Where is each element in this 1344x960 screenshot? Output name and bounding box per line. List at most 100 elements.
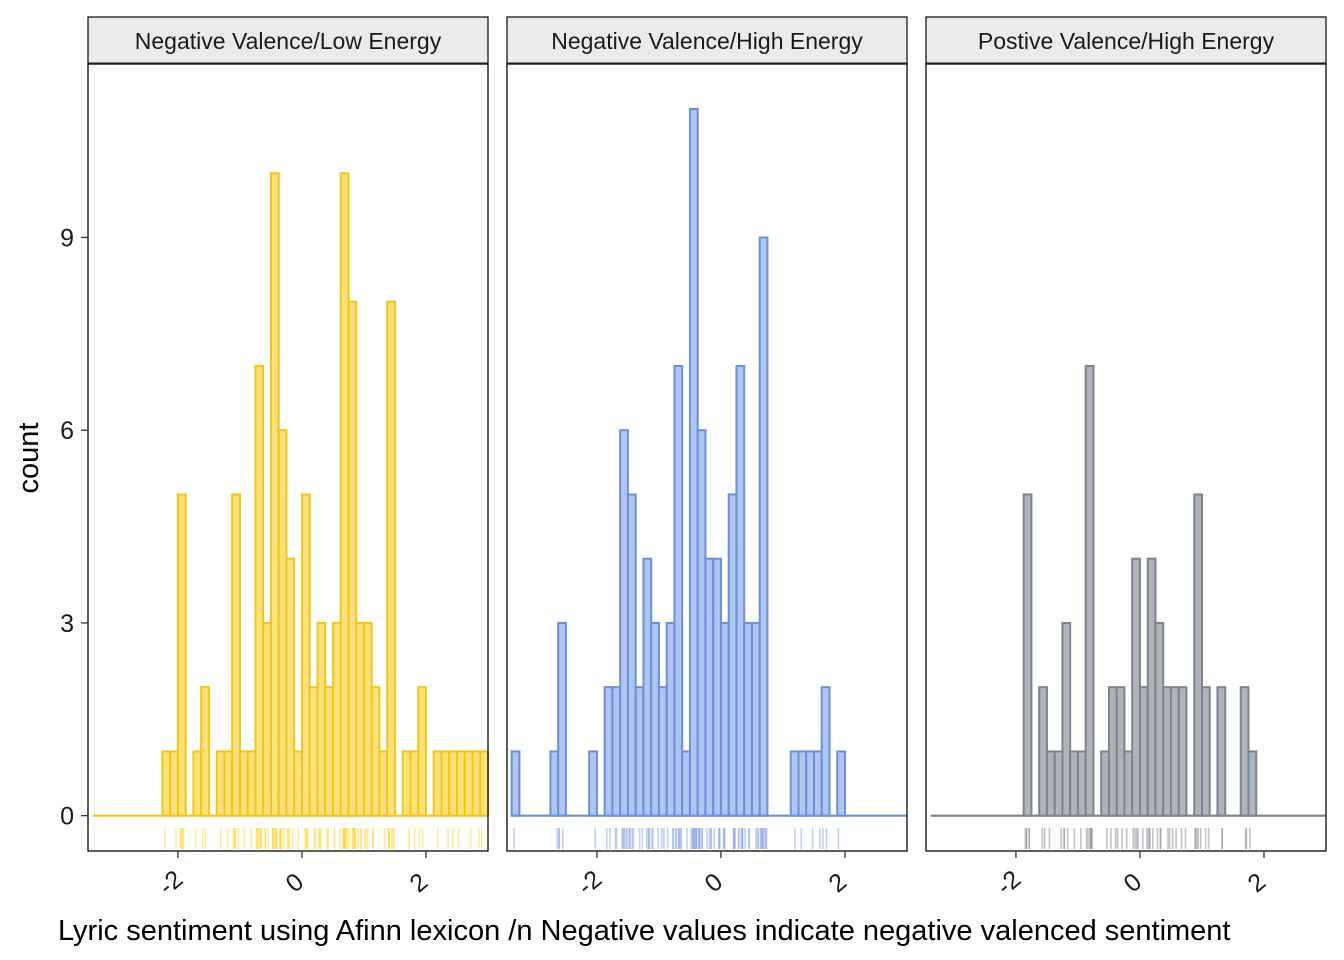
histogram-bar <box>331 621 342 817</box>
histogram-bar <box>805 750 815 817</box>
facet-strip <box>506 16 908 65</box>
panel: Postive Valence/High Energy -2 0 2 <box>925 16 1327 901</box>
histogram-bar <box>300 493 311 817</box>
histogram-bar <box>642 557 653 817</box>
histogram-bar <box>1084 364 1095 817</box>
histogram-bar <box>1216 686 1227 817</box>
histogram-bar <box>797 750 808 817</box>
histogram-bar <box>758 236 769 817</box>
histogram-bar <box>355 621 365 817</box>
panel-border <box>925 63 1327 852</box>
histogram-bar <box>401 750 412 817</box>
histogram-bar <box>463 750 474 817</box>
histogram-bar <box>1247 750 1258 817</box>
histogram-bar <box>1022 493 1033 817</box>
y-tick-label: 9 <box>60 224 74 252</box>
histogram-bar <box>1045 750 1056 817</box>
histogram-bar <box>362 621 373 817</box>
histogram-bar <box>1162 686 1172 817</box>
histogram-bar <box>223 750 234 817</box>
panel-background <box>926 64 1326 851</box>
histogram-bar <box>440 750 451 817</box>
histogram-bar <box>1100 750 1110 817</box>
histogram-bar <box>812 750 823 817</box>
histogram-bar <box>448 750 458 817</box>
x-tick-label: -2 <box>991 865 1026 901</box>
x-tick-label: -2 <box>153 865 188 901</box>
histogram-bar <box>557 621 567 817</box>
histogram-bar <box>254 364 265 817</box>
histogram-bar <box>1053 750 1064 817</box>
histogram-bar <box>789 750 800 817</box>
y-tick-label: 6 <box>60 417 74 445</box>
x-tick-label: 2 <box>1243 868 1272 898</box>
histogram-bar <box>719 621 730 817</box>
y-tick-label: 0 <box>60 803 74 831</box>
histogram-bar <box>743 621 753 817</box>
histogram-bar <box>665 621 676 817</box>
histogram-bar <box>215 750 226 817</box>
facet-strip-label: Negative Valence/Low Energy <box>135 28 442 54</box>
histogram-bar <box>1038 686 1048 817</box>
rug <box>513 828 840 849</box>
histogram-bar <box>238 750 249 817</box>
facet-strip <box>925 16 1327 65</box>
histogram-bar <box>1069 750 1079 817</box>
histogram-bar <box>161 750 172 817</box>
histogram-bar <box>510 750 521 817</box>
histogram-bar <box>1200 686 1211 817</box>
histogram-bar <box>712 557 722 817</box>
panels-layer: Negative Valence/Low Energy-2 0 2Negative … <box>87 16 1327 901</box>
histogram-bar <box>626 493 637 817</box>
histogram-bar <box>176 493 187 817</box>
histogram-bar <box>735 364 746 817</box>
x-tick-label: 0 <box>1118 868 1147 898</box>
histogram-bar <box>277 429 288 817</box>
histogram-bar <box>1193 493 1203 817</box>
histogram-bar <box>246 750 257 817</box>
histogram-bar <box>455 750 466 817</box>
histogram-bar <box>1177 686 1188 817</box>
histogram-bar <box>192 750 203 817</box>
histogram-bar <box>285 557 296 817</box>
histogram-bar <box>316 621 327 817</box>
x-tick-label: 2 <box>405 868 434 898</box>
panel: Negative Valence/Low Energy -2 0 2 <box>87 16 489 901</box>
histogram-bar <box>324 686 334 817</box>
histogram-bar <box>611 686 622 817</box>
histogram-bar <box>696 429 707 817</box>
histogram-bar <box>1154 621 1165 817</box>
y-tick-label: 3 <box>60 610 74 638</box>
histogram-bar <box>1138 686 1149 817</box>
histogram-bar <box>750 621 761 817</box>
histogram-bar <box>1061 621 1072 817</box>
histogram-bar <box>231 493 241 817</box>
x-tick-label: 0 <box>699 868 728 898</box>
y-axis-title: count <box>13 423 45 494</box>
x-tick-label: 0 <box>280 868 309 898</box>
histogram-bar <box>471 750 482 817</box>
histogram-bar <box>200 686 210 817</box>
histogram-bar <box>634 686 645 817</box>
histogram-bar <box>293 750 303 817</box>
facet-strip <box>87 16 489 65</box>
histogram-bar <box>1123 750 1134 817</box>
x-tick-label: -2 <box>572 865 607 901</box>
histogram-bar <box>727 493 738 817</box>
histogram-bar <box>479 750 489 817</box>
panel: Negative Valence/High Energy -2 0 2 <box>506 16 908 901</box>
histogram-bar <box>347 300 358 817</box>
histogram-bar <box>1239 686 1250 817</box>
histogram-bar <box>1131 557 1141 817</box>
histogram-bar <box>378 750 389 817</box>
histogram-bar <box>657 686 668 817</box>
histogram-bar <box>688 107 699 817</box>
histogram-bar <box>650 621 660 817</box>
histogram-bar <box>262 621 272 817</box>
histogram-bar <box>820 686 831 817</box>
rug <box>1024 828 1251 849</box>
panel-border <box>87 63 489 852</box>
x-axis-title: Lyric sentiment using Afinn lexicon /n N… <box>58 915 1231 947</box>
facet-strip-label: Negative Valence/High Energy <box>551 28 863 54</box>
